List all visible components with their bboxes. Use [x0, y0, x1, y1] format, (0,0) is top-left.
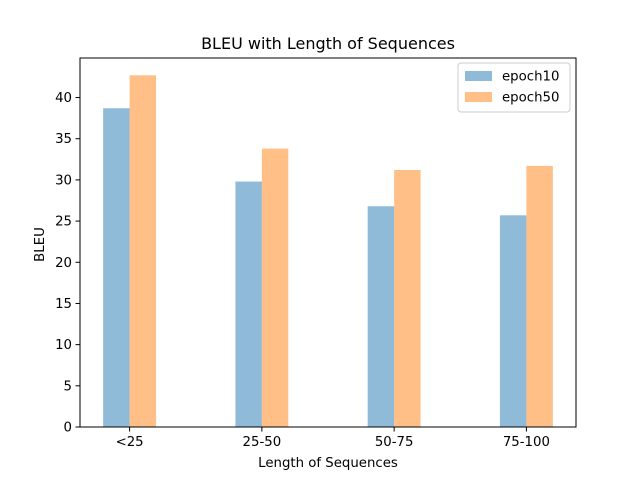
x-ticks-group: <25 25-50 50-75 75-100 — [116, 427, 550, 450]
bar-epoch50-1 — [261, 148, 289, 428]
x-axis-label: Length of Sequences — [258, 456, 398, 471]
bar-epoch10-2 — [367, 206, 395, 427]
legend-swatch-epoch50 — [465, 92, 492, 102]
y-tick-label: 10 — [55, 338, 72, 353]
y-tick-label: 0 — [64, 421, 72, 436]
x-tick-label: 50-75 — [375, 435, 414, 450]
x-tick-label: 25-50 — [243, 435, 282, 450]
y-tick-label: 40 — [55, 91, 72, 106]
y-ticks-group: 0 5 10 15 20 25 30 35 40 — [55, 91, 80, 436]
bar-epoch50-0 — [129, 75, 157, 427]
chart-title: BLEU with Length of Sequences — [201, 34, 455, 53]
y-tick-label: 35 — [55, 132, 72, 147]
bar-epoch50-3 — [526, 165, 553, 428]
y-tick-label: 15 — [55, 297, 72, 312]
y-tick-label: 25 — [55, 215, 72, 230]
legend-label-epoch10: epoch10 — [502, 70, 559, 85]
bar-epoch50-2 — [394, 170, 421, 427]
y-tick-label: 20 — [55, 256, 72, 271]
legend-swatch-epoch10 — [465, 71, 492, 81]
y-tick-label: 5 — [64, 379, 72, 394]
x-tick-label: 75-100 — [503, 435, 550, 450]
plot-frame — [79, 57, 577, 428]
y-axis-label: BLEU — [33, 227, 48, 262]
x-tick-label: <25 — [116, 435, 144, 450]
bars-group — [103, 75, 553, 428]
bar-epoch10-3 — [499, 215, 527, 427]
y-tick-label: 30 — [55, 173, 72, 188]
bar-epoch10-1 — [235, 181, 262, 427]
legend: epoch10 epoch50 — [457, 62, 571, 113]
bar-epoch10-0 — [103, 108, 130, 428]
legend-label-epoch50: epoch50 — [502, 91, 559, 106]
